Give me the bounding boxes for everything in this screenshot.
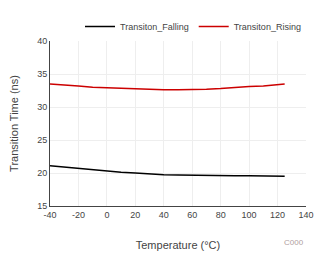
svg-text:30: 30 <box>37 102 47 112</box>
svg-text:60: 60 <box>187 210 197 220</box>
svg-text:40: 40 <box>159 210 169 220</box>
svg-text:15: 15 <box>37 201 47 211</box>
svg-text:Transiton_Falling: Transiton_Falling <box>120 22 189 32</box>
svg-text:Transition Time (ns): Transition Time (ns) <box>8 75 20 172</box>
svg-text:35: 35 <box>37 69 47 79</box>
svg-text:-40: -40 <box>43 210 56 220</box>
svg-text:Temperature (°C): Temperature (°C) <box>136 239 220 251</box>
svg-text:140: 140 <box>298 210 313 220</box>
svg-text:25: 25 <box>37 135 47 145</box>
svg-text:-20: -20 <box>72 210 85 220</box>
svg-text:80: 80 <box>216 210 226 220</box>
svg-text:C000: C000 <box>284 238 304 247</box>
svg-text:120: 120 <box>270 210 285 220</box>
svg-text:20: 20 <box>130 210 140 220</box>
svg-text:20: 20 <box>37 168 47 178</box>
svg-text:40: 40 <box>37 36 47 46</box>
svg-text:0: 0 <box>104 210 109 220</box>
svg-text:100: 100 <box>242 210 257 220</box>
svg-text:Transiton_Rising: Transiton_Rising <box>234 22 301 32</box>
